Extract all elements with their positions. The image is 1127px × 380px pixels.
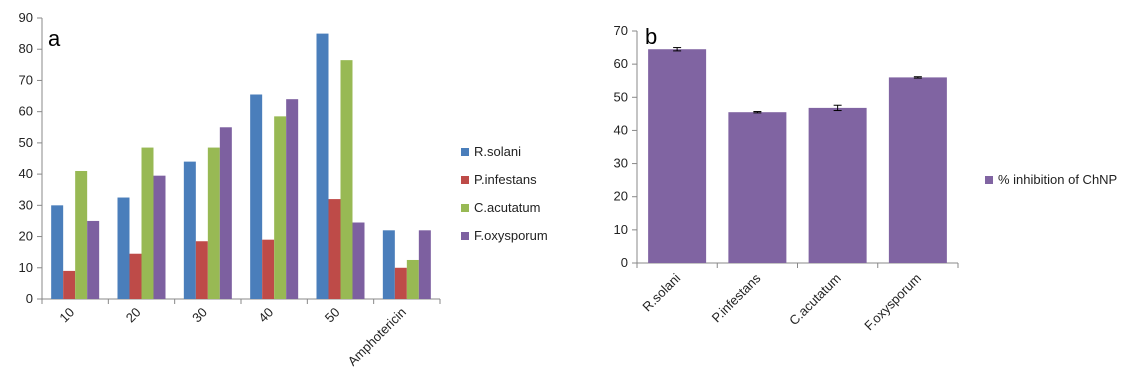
chart-a-bar-f-oxysporum	[87, 220, 100, 299]
chart-a-bar-r-solani	[382, 230, 395, 299]
chart-a-bar-c-acutatum	[340, 60, 353, 300]
chart-b-bar	[808, 107, 867, 264]
chart-a-legend-label: F.oxysporum	[474, 228, 548, 243]
chart-b-y-tick-label: 40	[614, 122, 628, 137]
chart-a-bar-f-oxysporum	[153, 175, 166, 299]
chart-b-y-tick-label: 0	[621, 255, 628, 270]
chart-b-legend-label: % inhibition of ChNP	[998, 172, 1117, 187]
chart-a-bar-c-acutatum	[207, 147, 220, 299]
chart-a-x-tick-label: 30	[189, 305, 210, 326]
chart-b-legend-swatch	[985, 176, 993, 184]
chart-a-y-tick-label: 30	[19, 197, 33, 212]
chart-a-bar-p-infestans	[262, 239, 275, 299]
chart-a-legend-swatch	[461, 148, 469, 156]
chart-b-x-tick-label: C.acutatum	[786, 271, 844, 329]
chart-b-y-tick-label: 70	[614, 23, 628, 38]
chart-a-bar-r-solani	[183, 161, 196, 299]
chart-b-bar	[648, 49, 707, 263]
chart-a-bar-c-acutatum	[406, 259, 419, 299]
chart-a-legend-swatch	[461, 232, 469, 240]
chart-b: 0 10 20 30 40 50 60 70 R.solani P.infestans C.acut…	[614, 23, 1118, 333]
chart-b-y-tick-label: 20	[614, 189, 628, 204]
chart-a-x-tick-label: Amphotericin	[345, 305, 409, 369]
chart-b-y-tick-label: 10	[614, 222, 628, 237]
chart-a-y-tick-label: 60	[19, 104, 33, 119]
chart-a-legend-label: C.acutatum	[474, 200, 540, 215]
chart-a-x-tick-label: 40	[255, 305, 276, 326]
chart-a-x-tick-label: 20	[123, 305, 144, 326]
chart-a-y-tick-label: 0	[26, 291, 33, 306]
chart-b-x-tick-label: P.infestans	[709, 270, 764, 325]
chart-a-y-tick-label: 50	[19, 135, 33, 150]
chart-a-bar-f-oxysporum	[219, 127, 232, 300]
chart-a-bar-f-oxysporum	[286, 99, 299, 299]
chart-a-bar-r-solani	[117, 197, 130, 299]
chart-a-bar-c-acutatum	[274, 116, 287, 299]
chart-a-bar-r-solani	[316, 33, 329, 299]
chart-a-y-tick-label: 10	[19, 260, 33, 275]
chart-a-y-tick-label: 40	[19, 166, 33, 181]
chart-a-y-tick-label: 80	[19, 41, 33, 56]
chart-a-bar-r-solani	[250, 94, 263, 299]
chart-b-panel-label: b	[645, 24, 657, 49]
chart-a-bar-p-infestans	[63, 270, 76, 299]
chart-a-bar-c-acutatum	[141, 147, 154, 299]
chart-a-x-tick-label: 10	[56, 305, 77, 326]
chart-a-bar-p-infestans	[195, 241, 208, 299]
chart-b-x-tick-label: F.oxysporum	[861, 271, 924, 334]
chart-b-x-tick-label: R.solani	[639, 270, 683, 314]
chart-b-bar	[888, 77, 947, 264]
chart-a-bar-f-oxysporum	[418, 230, 431, 299]
chart-a-panel-label: a	[48, 26, 61, 51]
chart-a-bar-p-infestans	[328, 199, 341, 299]
chart-a-x-tick-label: 50	[322, 305, 343, 326]
chart-a-bar-c-acutatum	[75, 170, 88, 299]
chart-a-bar-f-oxysporum	[352, 222, 365, 299]
chart-a-y-tick-label: 70	[19, 72, 33, 87]
chart-b-y-tick-label: 30	[614, 156, 628, 171]
chart-a-y-tick-label: 90	[19, 10, 33, 25]
chart-a-bar-r-solani	[51, 205, 64, 299]
chart-a-y-tick-label: 20	[19, 229, 33, 244]
chart-a-bar-p-infestans	[129, 253, 142, 299]
chart-b-bar	[728, 112, 787, 263]
chart-b-y-tick-label: 50	[614, 89, 628, 104]
chart-a-legend-label: R.solani	[474, 144, 521, 159]
chart-a-legend-label: P.infestans	[474, 172, 537, 187]
chart-a-legend-swatch	[461, 204, 469, 212]
chart-b-y-tick-label: 60	[614, 56, 628, 71]
chart-a-bar-p-infestans	[394, 267, 407, 299]
chart-a-legend-swatch	[461, 176, 469, 184]
